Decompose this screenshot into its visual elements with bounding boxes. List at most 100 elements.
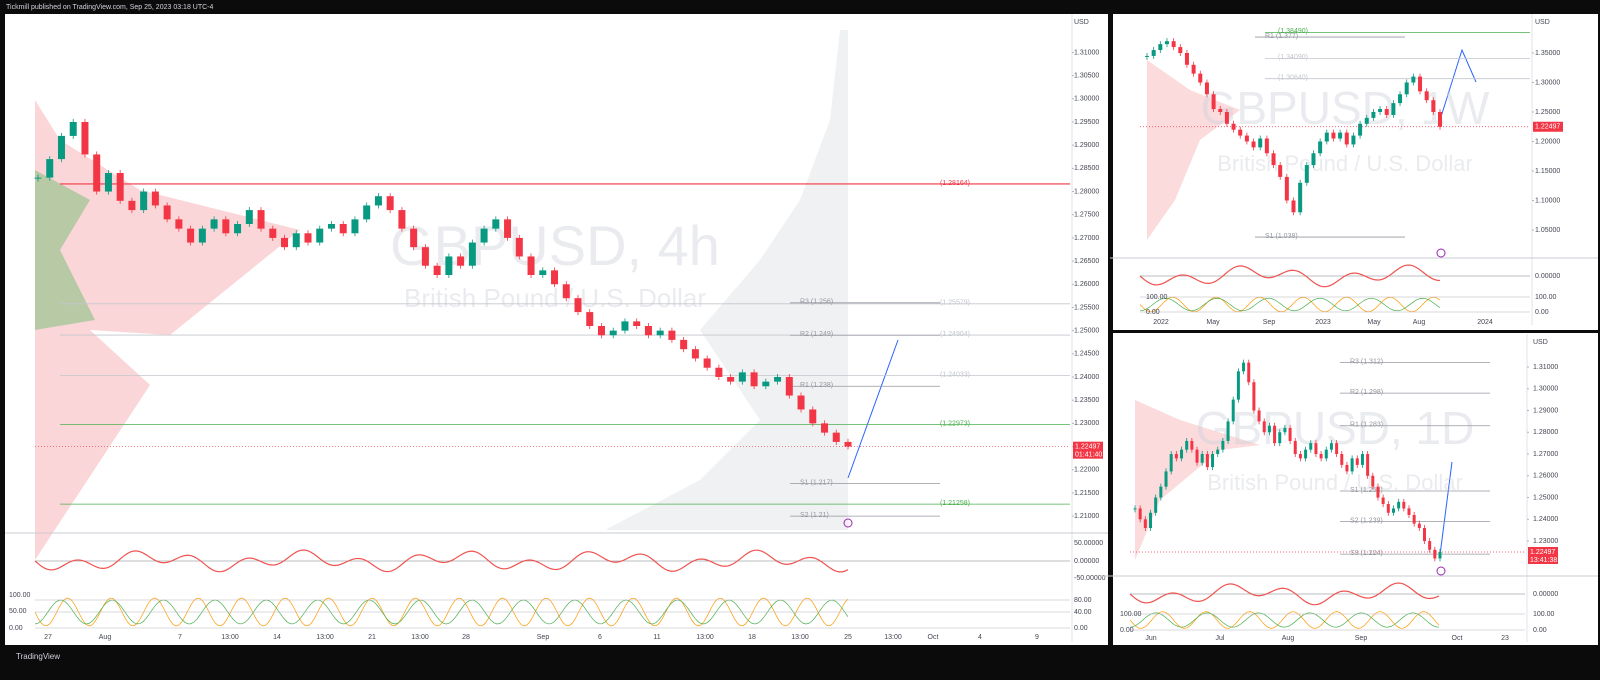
y-tick-label: 1.15000 bbox=[1535, 168, 1560, 175]
candle bbox=[1309, 443, 1313, 450]
price-label: 1.22497 bbox=[1075, 444, 1100, 451]
oscillator-label-left: 0.00 bbox=[1146, 309, 1160, 316]
candle bbox=[1355, 458, 1359, 465]
candle bbox=[1319, 454, 1323, 459]
y-tick-label: 1.23500 bbox=[1074, 397, 1099, 404]
oscillator-label: 100.00 bbox=[1533, 611, 1555, 618]
candle bbox=[351, 219, 359, 234]
time-label: 2024 bbox=[1477, 319, 1493, 326]
candle bbox=[1159, 486, 1163, 498]
oscillator-label-left: 100.00 bbox=[9, 592, 31, 599]
candle bbox=[339, 224, 347, 234]
time-label: 23 bbox=[1501, 635, 1509, 642]
time-label: Sep bbox=[537, 634, 550, 641]
y-tick-label: 1.25000 bbox=[1533, 494, 1558, 501]
projection-arrow-weekly bbox=[1439, 48, 1477, 121]
candle bbox=[609, 330, 617, 336]
candle bbox=[1358, 123, 1363, 136]
y-tick-label: 1.23000 bbox=[1533, 538, 1558, 545]
time-label: 13:00 bbox=[316, 634, 334, 641]
candle bbox=[1191, 64, 1196, 74]
y-tick-label: 1.22000 bbox=[1074, 467, 1099, 474]
candle bbox=[551, 270, 559, 285]
candle bbox=[1351, 135, 1356, 145]
oscillator-label: 0.00000 bbox=[1533, 591, 1558, 598]
candle bbox=[574, 298, 582, 313]
watermark-symbol: GBPUSD, 1W bbox=[1201, 82, 1490, 134]
level-label: (1.38490) bbox=[1278, 28, 1308, 35]
candle bbox=[1428, 541, 1432, 550]
candle bbox=[809, 409, 817, 424]
level-label: (1.24033) bbox=[940, 371, 970, 378]
footer-brand: TradingView bbox=[16, 652, 60, 661]
candle bbox=[257, 210, 265, 229]
time-label: 28 bbox=[462, 634, 470, 641]
time-label: 2022 bbox=[1153, 319, 1169, 326]
candle bbox=[1190, 440, 1194, 450]
candle bbox=[1340, 454, 1344, 465]
candle bbox=[844, 441, 852, 447]
watermark-description: British Pound / U.S. Dollar bbox=[1217, 151, 1473, 176]
candle bbox=[69, 122, 77, 136]
candle bbox=[1158, 44, 1163, 51]
candle bbox=[1324, 132, 1329, 142]
candle bbox=[1360, 454, 1364, 465]
candle bbox=[222, 219, 230, 234]
candle bbox=[374, 196, 382, 206]
oscillator-label: -50.00000 bbox=[1074, 575, 1106, 582]
panel-main bbox=[5, 14, 1108, 645]
candle bbox=[1257, 410, 1261, 422]
candle bbox=[656, 330, 664, 336]
candle bbox=[269, 228, 277, 238]
candle bbox=[1145, 55, 1149, 57]
candle bbox=[1311, 153, 1316, 166]
event-icon bbox=[1436, 566, 1446, 576]
candle bbox=[128, 200, 136, 211]
candle bbox=[1184, 52, 1189, 65]
y-tick-label: 1.28000 bbox=[1533, 429, 1558, 436]
time-label: 18 bbox=[748, 634, 756, 641]
candle bbox=[1164, 471, 1168, 487]
level-label: (1.34090) bbox=[1278, 54, 1308, 61]
oscillator-label: 0.00000 bbox=[1535, 273, 1560, 280]
candle bbox=[1271, 153, 1276, 166]
candle bbox=[1344, 132, 1349, 145]
candle bbox=[1314, 443, 1318, 455]
candle bbox=[1411, 76, 1416, 83]
candle bbox=[1386, 504, 1390, 513]
candle bbox=[1417, 523, 1421, 528]
candle bbox=[1438, 551, 1442, 559]
candle bbox=[1242, 362, 1246, 372]
level-label: R2 (1.298) bbox=[1350, 389, 1383, 396]
candle bbox=[1169, 454, 1173, 472]
candle bbox=[680, 339, 688, 350]
candle bbox=[1178, 47, 1183, 53]
y-tick-label: 1.29000 bbox=[1533, 407, 1558, 414]
level-label: (1.21258) bbox=[940, 500, 970, 507]
price-label: 1.22497 bbox=[1535, 124, 1560, 131]
candle bbox=[457, 256, 465, 266]
level-label: R1 (1.377) bbox=[1265, 33, 1298, 40]
candle bbox=[1185, 440, 1189, 450]
oscillator-label: 0.00 bbox=[1074, 625, 1088, 632]
candle bbox=[1424, 91, 1429, 101]
candle bbox=[1371, 475, 1375, 487]
candle bbox=[1278, 165, 1283, 177]
level-label: R3 (1.256) bbox=[800, 299, 833, 306]
y-tick-label: 1.30000 bbox=[1074, 96, 1099, 103]
candle bbox=[504, 219, 512, 238]
candle bbox=[210, 219, 218, 229]
level-label: R3 (1.312) bbox=[1350, 358, 1383, 365]
candle bbox=[1338, 132, 1343, 139]
stoch-line bbox=[1139, 297, 1441, 312]
oscillator-label: 0.00 bbox=[1533, 627, 1547, 634]
candle bbox=[1174, 454, 1178, 459]
candle bbox=[1244, 135, 1249, 142]
candle bbox=[1138, 508, 1142, 520]
candle bbox=[1412, 514, 1416, 524]
candle bbox=[1164, 41, 1169, 45]
candle bbox=[1251, 141, 1256, 148]
candle bbox=[1252, 382, 1256, 411]
level-label: (1.24904) bbox=[940, 331, 970, 338]
candle bbox=[1205, 454, 1209, 468]
